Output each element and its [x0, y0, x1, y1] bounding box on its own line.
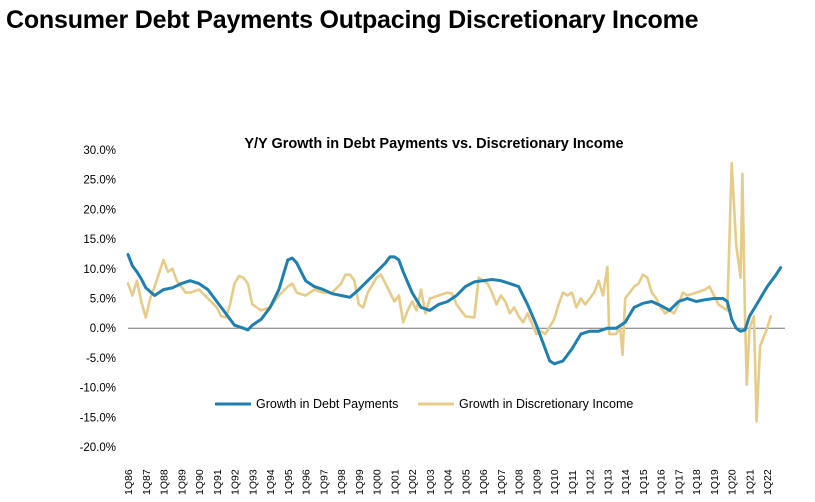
x-tick-label: 1Q94	[265, 469, 277, 495]
x-tick-label: 1Q08	[514, 469, 526, 495]
x-tick-label: 1Q87	[141, 469, 153, 495]
series-line-debt-payments	[126, 253, 783, 366]
x-tick-label: 1Q18	[691, 469, 703, 495]
x-tick-label: 1Q09	[531, 469, 543, 495]
x-tick-label: 1Q12	[585, 469, 597, 495]
series-line-discretionary-income	[126, 161, 773, 423]
y-tick-label: 25.0%	[83, 175, 116, 187]
x-tick-label: 1Q11	[567, 470, 579, 495]
y-tick-label: 10.0%	[83, 264, 116, 276]
x-tick-label: 1Q89	[176, 469, 188, 495]
y-tick-label: 0.0%	[90, 323, 116, 335]
y-tick-label: -5.0%	[86, 353, 116, 365]
x-tick-label: 1Q98	[336, 469, 348, 495]
x-tick-label: 1Q00	[372, 469, 384, 495]
x-tick-label: 1Q01	[389, 469, 401, 495]
x-tick-label: 1Q97	[318, 469, 330, 495]
x-tick-label: 1Q17	[673, 469, 685, 495]
y-tick-label: -20.0%	[80, 442, 116, 454]
y-tick-label: 5.0%	[90, 294, 116, 306]
x-tick-label: 1Q21	[744, 469, 756, 495]
y-axis: 30.0% 25.0% 20.0% 15.0% 10.0% 5.0% 0.0% -5.0% -1…	[80, 145, 116, 454]
x-tick-label: 1Q03	[425, 469, 437, 495]
x-tick-label: 1Q04	[443, 469, 455, 495]
series-group	[126, 161, 783, 423]
x-tick-label: 1Q19	[709, 469, 721, 495]
x-tick-label: 1Q22	[762, 469, 774, 495]
x-tick-label: 1Q93	[247, 469, 259, 495]
y-tick-label: -10.0%	[80, 383, 116, 395]
x-tick-label: 1Q15	[638, 469, 650, 495]
x-tick-label: 1Q05	[460, 469, 472, 495]
y-tick-label: -15.0%	[80, 412, 116, 424]
x-tick-label: 1Q06	[478, 469, 490, 495]
x-tick-label: 1Q95	[283, 469, 295, 495]
x-tick-label: 1Q99	[354, 469, 366, 495]
x-tick-label: 1Q14	[620, 469, 632, 495]
chart-title: Y/Y Growth in Debt Payments vs. Discreti…	[244, 136, 623, 152]
y-tick-label: 20.0%	[83, 204, 116, 216]
x-tick-label: 1Q91	[212, 469, 224, 495]
legend: Growth in Debt Payments Growth in Discret…	[215, 397, 633, 411]
x-axis: 1Q86 1Q87 1Q88 1Q89 1Q90 1Q91 1Q92 1Q93 1Q94 1Q95…	[123, 469, 774, 495]
x-tick-label: 1Q07	[496, 469, 508, 495]
x-tick-label: 1Q96	[301, 469, 313, 495]
y-tick-label: 30.0%	[83, 145, 116, 157]
legend-label: Growth in Debt Payments	[256, 397, 398, 411]
x-tick-label: 1Q02	[407, 469, 419, 495]
x-tick-label: 1Q88	[159, 469, 171, 495]
legend-label: Growth in Discretionary Income	[459, 397, 633, 411]
x-tick-label: 1Q13	[602, 469, 614, 495]
x-tick-label: 1Q16	[656, 469, 668, 495]
x-tick-label: 1Q10	[549, 469, 561, 495]
x-tick-label: 1Q86	[123, 469, 135, 495]
page-title: Consumer Debt Payments Outpacing Discret…	[6, 6, 699, 34]
x-tick-label: 1Q90	[194, 469, 206, 495]
x-tick-label: 1Q92	[230, 469, 242, 495]
x-tick-label: 1Q20	[727, 469, 739, 495]
y-tick-label: 15.0%	[83, 234, 116, 246]
